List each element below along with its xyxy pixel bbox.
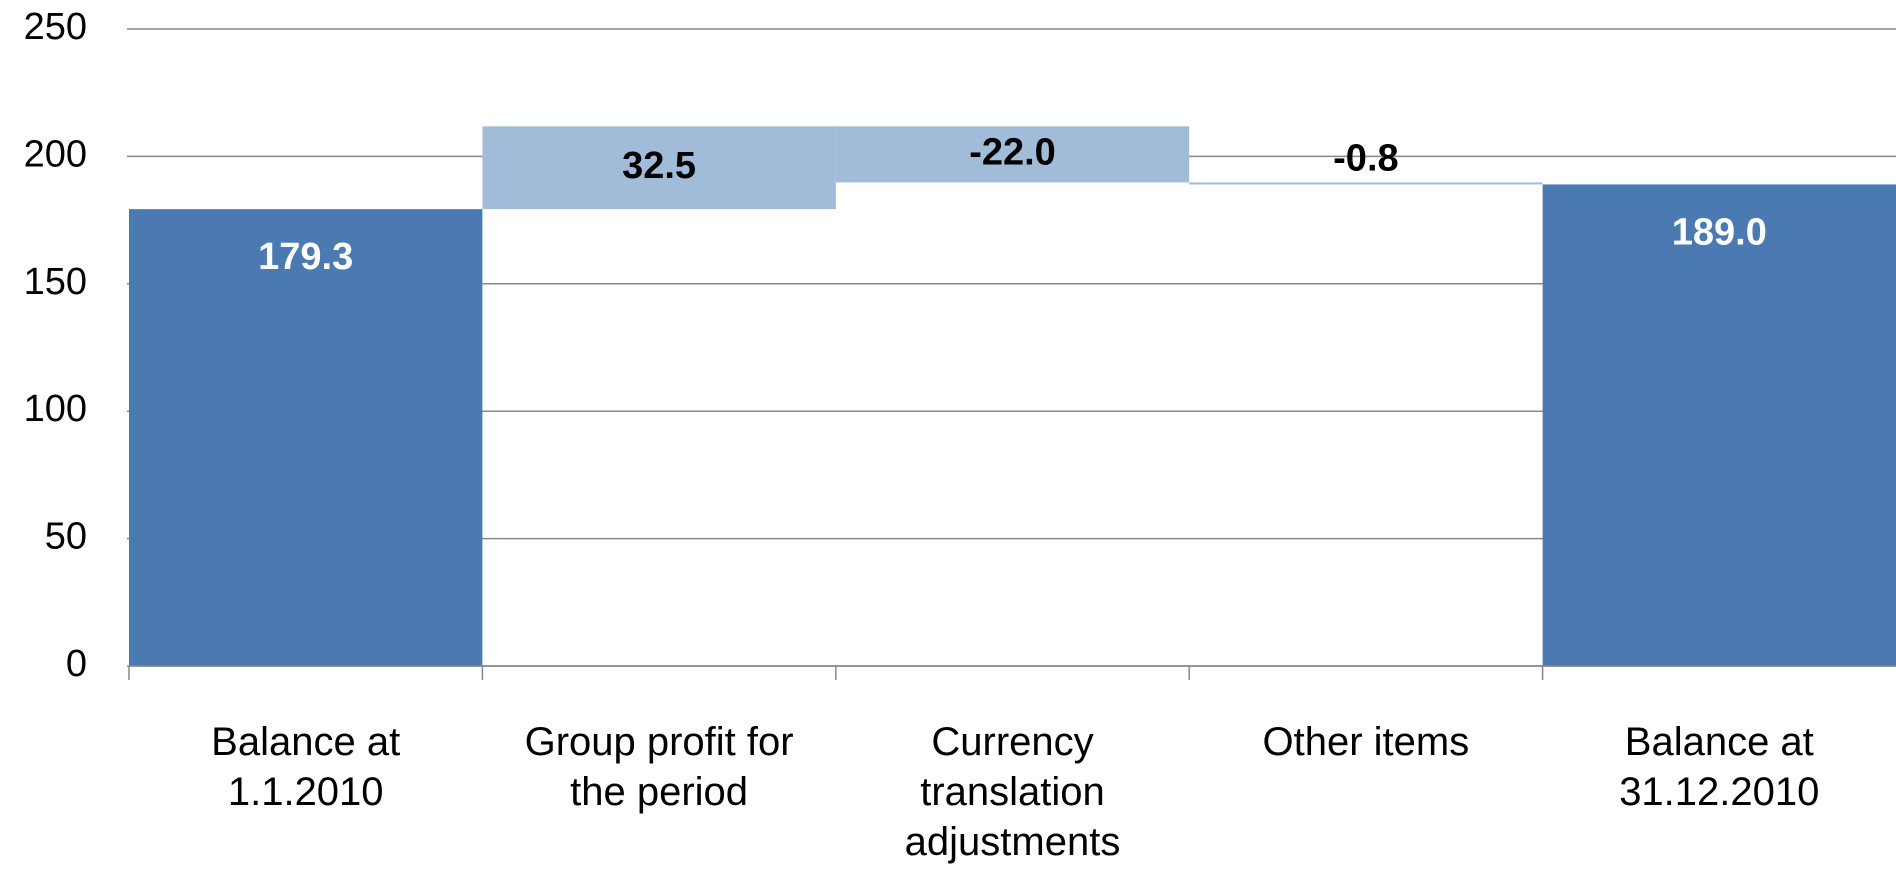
value-label: 179.3 <box>258 236 353 278</box>
y-tick-label: 250 <box>24 6 87 48</box>
x-tick-label: Group profit for the period <box>524 720 794 814</box>
y-tick-label: 200 <box>24 133 87 175</box>
x-tick-label: Other items <box>1262 720 1470 764</box>
x-tick-label: Balance at 31.12.2010 <box>1619 720 1820 814</box>
x-tick-label: Currency translation adjustments <box>904 720 1121 864</box>
y-tick-label: 100 <box>24 388 87 430</box>
bar <box>1189 182 1543 185</box>
bar <box>835 126 1190 183</box>
y-tick-label: 50 <box>45 516 87 558</box>
bar <box>129 209 483 666</box>
y-tick-label: 150 <box>24 261 87 303</box>
y-tick-label: 0 <box>66 643 87 685</box>
bar <box>1542 184 1896 667</box>
value-label: 32.5 <box>622 145 696 187</box>
x-tick-label: Balance at 1.1.2010 <box>211 720 401 814</box>
value-label: 189.0 <box>1672 211 1767 253</box>
value-label: -0.8 <box>1333 137 1398 179</box>
value-label: -22.0 <box>969 131 1056 173</box>
bar <box>482 126 836 210</box>
